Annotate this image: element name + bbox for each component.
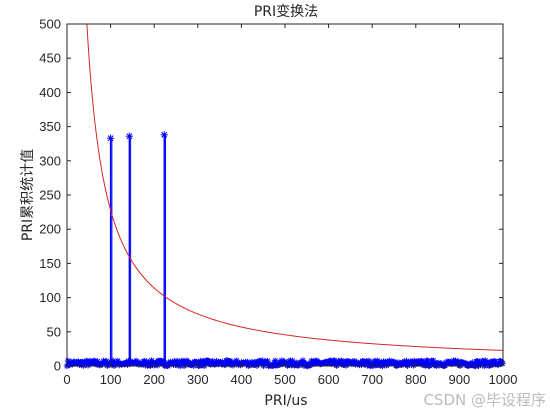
x-tick-label: 0 — [63, 372, 70, 387]
peak-marker — [125, 132, 133, 140]
y-tick-label: 350 — [39, 119, 61, 134]
x-tick-label: 100 — [100, 372, 122, 387]
x-tick-label: 500 — [274, 372, 296, 387]
y-tick-label: 100 — [39, 290, 61, 305]
x-tick-label: 600 — [318, 372, 340, 387]
noise-marker — [499, 360, 506, 367]
y-tick-label: 0 — [54, 359, 61, 374]
y-tick-label: 300 — [39, 153, 61, 168]
peak-marker — [160, 131, 168, 139]
y-tick-label: 400 — [39, 85, 61, 100]
x-tick-label: 900 — [449, 372, 471, 387]
y-tick-label: 150 — [39, 256, 61, 271]
peak-marker — [107, 134, 115, 142]
x-tick-label: 200 — [143, 372, 165, 387]
watermark-text: CSDN @毕设程序 — [423, 391, 546, 409]
y-tick-label: 50 — [47, 324, 61, 339]
x-tick-label: 800 — [405, 372, 427, 387]
plot-background — [67, 24, 503, 366]
chart-title: PRI变换法 — [254, 3, 318, 20]
x-axis-title: PRI/us — [264, 393, 307, 409]
y-axis-ticks: 0 50 100 150 200 250 300 350 400 450 500 — [39, 17, 503, 374]
noise-marker — [114, 357, 122, 365]
y-tick-label: 500 — [39, 17, 61, 32]
x-axis-ticks: 0 100 200 300 400 500 600 700 800 900 1000 — [63, 24, 517, 387]
y-tick-label: 200 — [39, 222, 61, 237]
y-tick-label: 250 — [39, 188, 61, 203]
threshold-curve — [86, 23, 504, 351]
x-tick-label: 300 — [187, 372, 209, 387]
threshold-curve-series — [86, 23, 504, 351]
x-tick-label: 400 — [231, 372, 253, 387]
y-axis-title: PRI累积统计值 — [20, 149, 36, 241]
x-tick-label: 1000 — [489, 372, 518, 387]
x-tick-label: 700 — [361, 372, 383, 387]
plot-area — [63, 23, 506, 370]
y-tick-label: 450 — [39, 51, 61, 66]
